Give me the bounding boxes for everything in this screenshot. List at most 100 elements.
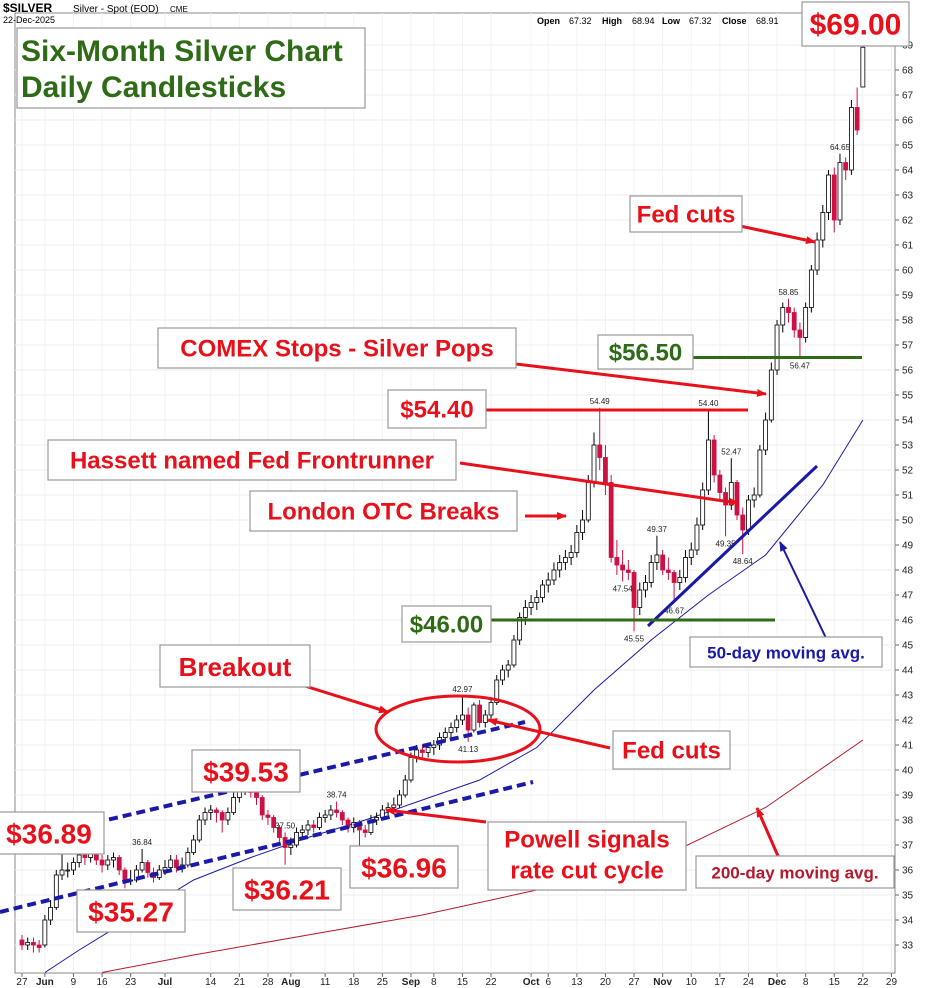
candle-body xyxy=(276,827,282,838)
candle-body xyxy=(831,174,837,221)
candle-body xyxy=(751,494,757,501)
candle-body xyxy=(774,324,780,371)
y-tick-label: 63 xyxy=(902,191,914,202)
arrow xyxy=(459,461,739,506)
y-tick-label: 62 xyxy=(902,216,914,227)
y-tick-label: 44 xyxy=(902,666,914,677)
candle-body xyxy=(854,107,860,131)
x-tick-label: 17 xyxy=(714,977,726,988)
candle-body xyxy=(465,714,471,731)
x-tick-label: Dec xyxy=(768,977,787,988)
x-tick-label: 22 xyxy=(485,977,497,988)
candle-body xyxy=(145,862,151,873)
x-tick-label: Nov xyxy=(653,977,672,988)
x-tick-label: 11 xyxy=(320,977,331,988)
candle-body xyxy=(820,212,826,241)
price-label: 64.65 xyxy=(830,143,851,152)
quote-label: Low xyxy=(662,16,681,26)
callout-box xyxy=(387,389,487,429)
candle-body xyxy=(843,162,849,171)
y-tick-label: 65 xyxy=(902,141,914,152)
callout-box xyxy=(349,845,459,889)
price-callout: $36.96 xyxy=(361,853,447,884)
candle-body xyxy=(591,444,597,483)
price-label: 52.47 xyxy=(721,447,742,456)
candle-body xyxy=(408,757,414,781)
y-tick-label: 42 xyxy=(902,716,914,727)
candle-body xyxy=(254,792,259,798)
candle-body xyxy=(294,832,299,846)
candle-body xyxy=(671,572,677,583)
y-tick-label: 35 xyxy=(902,891,914,902)
candle-body xyxy=(482,714,488,723)
candle-body xyxy=(528,602,534,608)
candle-body xyxy=(322,814,328,818)
price-callout: $35.27 xyxy=(88,897,174,928)
candle-body xyxy=(568,552,574,558)
candle-body xyxy=(122,869,128,881)
candle-body xyxy=(31,942,36,946)
y-tick-label: 66 xyxy=(902,116,914,127)
candle-body xyxy=(808,269,814,308)
candle-body xyxy=(391,804,397,808)
candle-body xyxy=(488,702,494,716)
price-label: 48.64 xyxy=(733,557,754,566)
price-label: 47.54 xyxy=(613,585,634,594)
callout-box xyxy=(0,811,105,855)
candle-body xyxy=(511,639,517,666)
candle-body xyxy=(522,607,528,618)
y-tick-label: 57 xyxy=(902,341,914,352)
candle-body xyxy=(500,669,505,681)
candle-body xyxy=(768,369,774,421)
candle-body xyxy=(76,854,82,863)
candle-body xyxy=(557,562,563,571)
moving-average-line xyxy=(102,739,864,973)
arrow xyxy=(304,684,389,714)
annotation-box xyxy=(157,327,517,369)
candle-body xyxy=(259,797,265,816)
x-tick-label: 28 xyxy=(262,977,274,988)
candle-body xyxy=(625,569,631,573)
callout-box xyxy=(232,867,342,911)
annotation-box xyxy=(47,439,457,481)
x-tick-label: 8 xyxy=(431,977,437,988)
candle-body xyxy=(614,557,620,566)
candle-body xyxy=(42,919,48,946)
candle-body xyxy=(48,907,53,921)
price-label: 42.97 xyxy=(452,685,473,694)
annotation-box xyxy=(159,644,311,688)
arrow xyxy=(755,807,780,857)
candle-body xyxy=(654,554,660,563)
candle-body xyxy=(471,704,477,731)
arrows xyxy=(304,224,816,857)
candle-body xyxy=(317,817,322,828)
x-tick-label: 8 xyxy=(803,977,809,988)
quote-label: Open xyxy=(537,16,560,26)
candle-body xyxy=(214,809,219,813)
candle-body xyxy=(425,747,431,753)
candle-body xyxy=(311,824,317,828)
price-label: 56.47 xyxy=(790,361,811,370)
candle-body xyxy=(71,862,76,871)
candle-body xyxy=(82,854,88,858)
price-label: 49.37 xyxy=(647,525,668,534)
symbol: $SILVER xyxy=(3,1,52,15)
candle-body xyxy=(734,482,740,516)
y-tick-label: 34 xyxy=(902,916,914,927)
y-tick-label: 54 xyxy=(902,416,914,427)
y-tick-label: 50 xyxy=(902,516,914,527)
x-tick-label: Oct xyxy=(523,977,540,988)
candle-body xyxy=(505,664,511,671)
x-tick-label: 22 xyxy=(857,977,869,988)
candle-body xyxy=(580,519,585,533)
candle-body xyxy=(265,814,271,818)
price-label: 46.67 xyxy=(664,606,685,615)
candle-body xyxy=(448,727,454,733)
y-tick-label: 37 xyxy=(902,841,914,852)
callout-box xyxy=(401,605,492,643)
candle-body xyxy=(208,809,214,813)
x-tick-label: 21 xyxy=(234,977,246,988)
candle-body xyxy=(740,514,746,531)
